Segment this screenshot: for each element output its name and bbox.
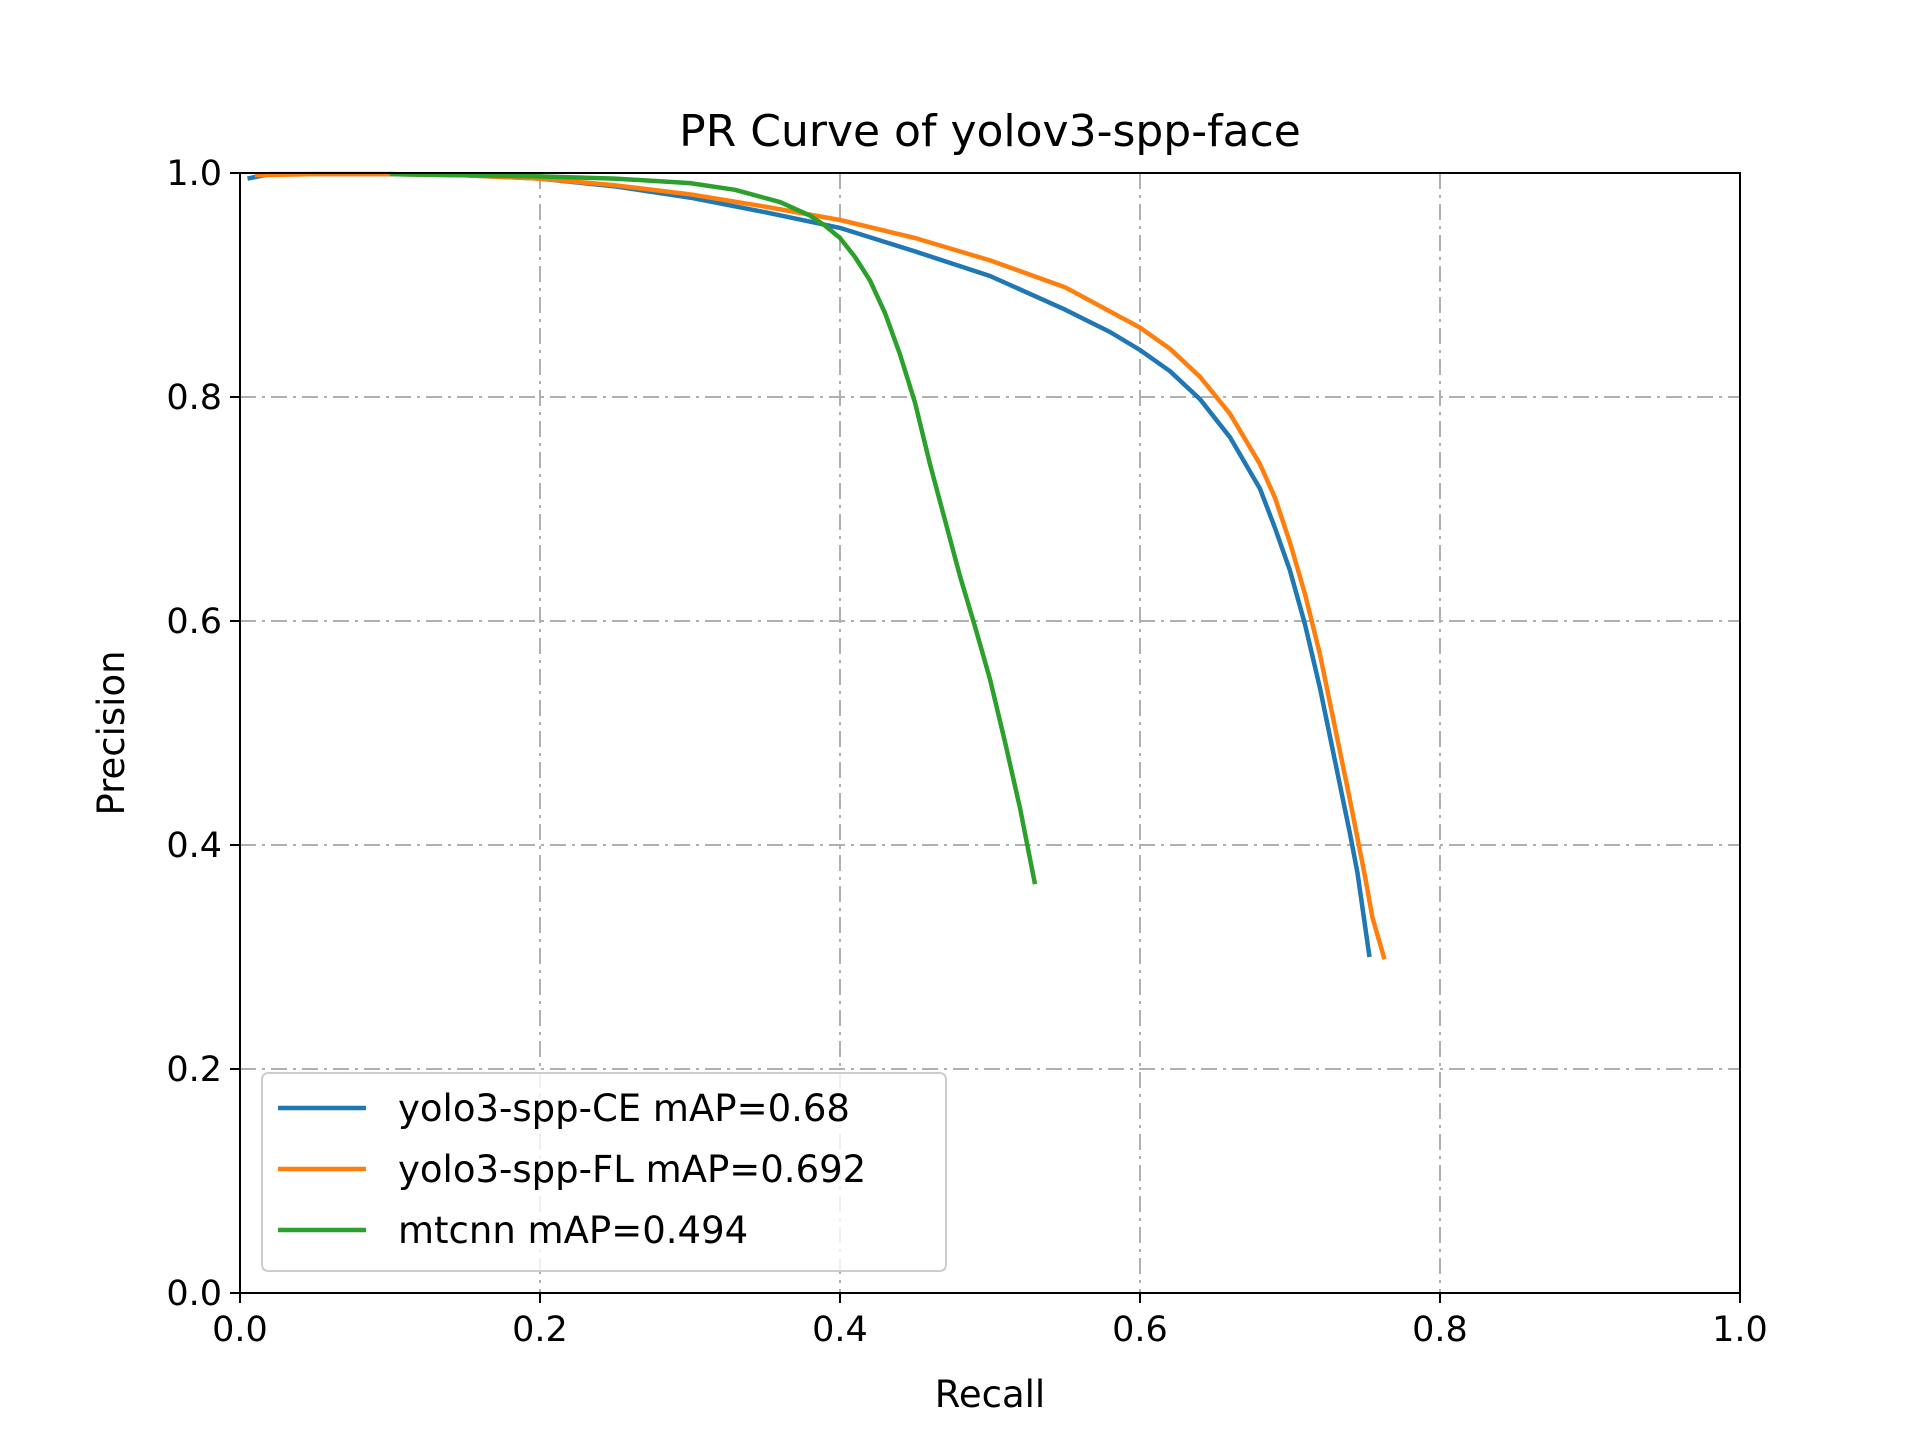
x-tick-label: 1.0 (1712, 1310, 1768, 1350)
y-tick-label: 0.2 (166, 1050, 222, 1090)
plot-frame (239, 172, 1741, 1294)
x-tick-label: 0.6 (1112, 1310, 1168, 1350)
y-tick-label: 0.0 (166, 1274, 222, 1314)
y-tick-label: 0.6 (166, 602, 222, 642)
x-tick-label: 0.4 (812, 1310, 868, 1350)
x-tick-label: 0.2 (512, 1310, 568, 1350)
y-axis-label: Precision (90, 650, 133, 815)
x-tick-label: 0.0 (212, 1310, 268, 1350)
y-tick-label: 0.4 (166, 826, 222, 866)
legend-entry-label: yolo3-spp-CE mAP=0.68 (398, 1087, 850, 1130)
series-line-mtcnn (389, 171, 1038, 885)
x-tick-label: 0.8 (1412, 1310, 1468, 1350)
y-ticks: 0.0 0.2 0.4 0.6 0.8 1.0 (166, 154, 240, 1314)
series-line-yolo3-spp-fl (254, 171, 1387, 960)
legend-entry-label: mtcnn mAP=0.494 (398, 1209, 748, 1252)
y-tick-label: 1.0 (166, 154, 222, 194)
series-lines (247, 171, 1387, 960)
legend: yolo3-spp-CE mAP=0.68 yolo3-spp-FL mAP=0.… (261, 1072, 947, 1272)
chart-title: PR Curve of yolov3-spp-face (679, 106, 1301, 157)
grid (240, 173, 1740, 1293)
x-axis-label: Recall (935, 1373, 1045, 1416)
x-ticks: 0.0 0.2 0.4 0.6 0.8 1.0 (212, 1293, 1768, 1350)
legend-box (261, 1072, 947, 1272)
legend-entry-label: yolo3-spp-FL mAP=0.692 (398, 1148, 866, 1191)
y-tick-label: 0.8 (166, 378, 222, 418)
